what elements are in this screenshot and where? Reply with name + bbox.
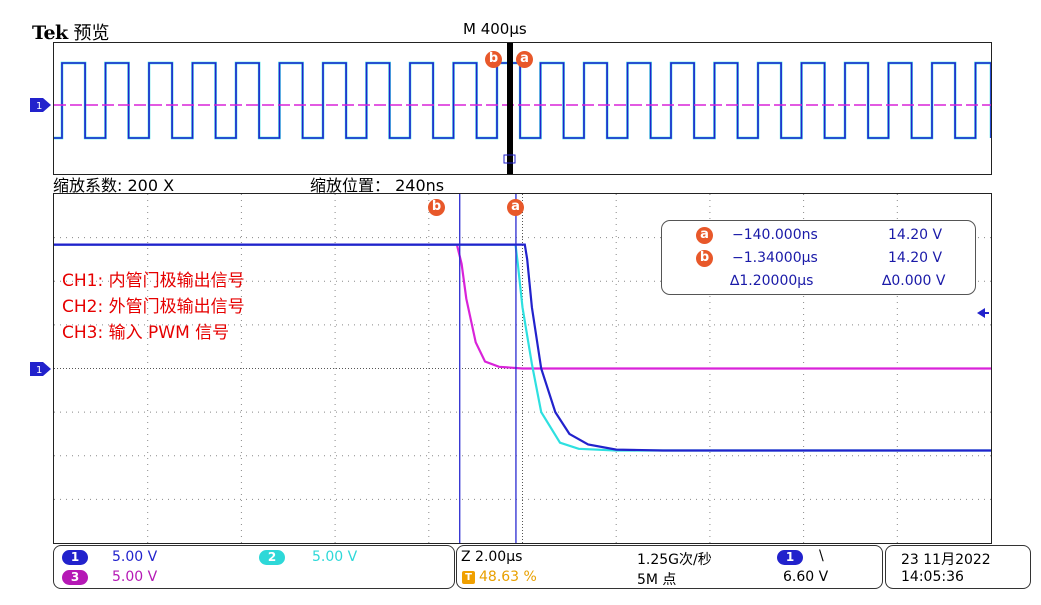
header-brand: Tek 预览 (32, 19, 109, 45)
zoom-window-bracket (503, 154, 516, 164)
cursor-readout: a −140.000ns 14.20 V b −1.34000µs 14.20 … (661, 220, 976, 295)
annotation-ch3: CH3: 输入 PWM 信号 (62, 323, 230, 343)
overview-plot (54, 43, 993, 174)
trigger-slope-icon: \ (819, 548, 824, 564)
zoom-position: 缩放位置： 240ns (310, 176, 445, 195)
ch2-scale: 5.00 V (312, 549, 358, 565)
readout-b-badge: b (696, 250, 713, 267)
cursor-delta-time: ∆1.20000µs (730, 273, 814, 289)
zoom-waveform (53, 193, 992, 544)
zoom-window-indicator (507, 43, 513, 174)
ch1-scale: 5.00 V (112, 549, 158, 565)
status-bar: 1 5.00 V 2 5.00 V 3 5.00 V Z 2.00µs T 48… (53, 545, 1031, 590)
channel-scale-panel[interactable]: 1 5.00 V 2 5.00 V 3 5.00 V (53, 545, 455, 589)
zoom-timebase: Z 2.00µs (461, 549, 523, 565)
ch1-trace (54, 243, 991, 370)
trigger-level-arrow (977, 304, 989, 318)
cursor-b-time: −1.34000µs (732, 250, 818, 266)
ch2-trace (54, 243, 991, 452)
svg-text:1: 1 (36, 365, 42, 376)
annotation-ch1: CH1: 内管门极输出信号 (62, 271, 245, 291)
zoom-plot (54, 194, 991, 543)
overview-cursor-a-badge: a (516, 51, 533, 68)
record-position-icon: T (462, 571, 475, 584)
overview-ch1-level-marker[interactable]: 1 (30, 97, 52, 112)
overview-ch3-trace (54, 62, 992, 139)
svg-text:1: 1 (36, 101, 42, 112)
date: 23 11月2022 (901, 552, 991, 568)
readout-a-badge: a (696, 227, 713, 244)
record-length: 5M 点 (637, 572, 677, 588)
trigger-channel-badge[interactable]: 1 (777, 550, 803, 565)
cursor-a-time: −140.000ns (732, 227, 818, 243)
overview-ch2-trace (54, 61, 993, 140)
cursor-a-badge: a (507, 199, 524, 216)
brand-logo: Tek (32, 22, 68, 44)
cursor-delta-volt: ∆0.000 V (882, 273, 946, 289)
annotation-ch2: CH2: 外管门极输出信号 (62, 297, 245, 317)
cursor-b-volt: 14.20 V (888, 250, 943, 266)
cursor-b-badge: b (428, 199, 445, 216)
main-timebase: M 400µs (463, 20, 527, 38)
cursor-a-volt: 14.20 V (888, 227, 943, 243)
overview-cursor-b-badge: b (485, 51, 502, 68)
timebase-panel[interactable]: Z 2.00µs T 48.63 % 1.25G次/秒 5M 点 1 \ 6.6… (456, 545, 883, 589)
record-position: 48.63 % (479, 569, 537, 585)
zoom-factor: 缩放系数: 200 X (53, 176, 175, 195)
ch3-badge[interactable]: 3 (62, 570, 88, 585)
ch3-scale: 5.00 V (112, 569, 158, 585)
mode-label: 预览 (73, 23, 110, 44)
ch1-ground-marker[interactable]: 1 (30, 361, 52, 376)
sample-rate: 1.25G次/秒 (637, 552, 712, 568)
ch1-badge[interactable]: 1 (62, 550, 88, 565)
datetime-panel: 23 11月2022 14:05:36 (885, 545, 1031, 589)
ch3-trace (54, 243, 991, 452)
time: 14:05:36 (901, 569, 964, 585)
trigger-level: 6.60 V (783, 569, 829, 585)
ch2-badge[interactable]: 2 (259, 550, 285, 565)
